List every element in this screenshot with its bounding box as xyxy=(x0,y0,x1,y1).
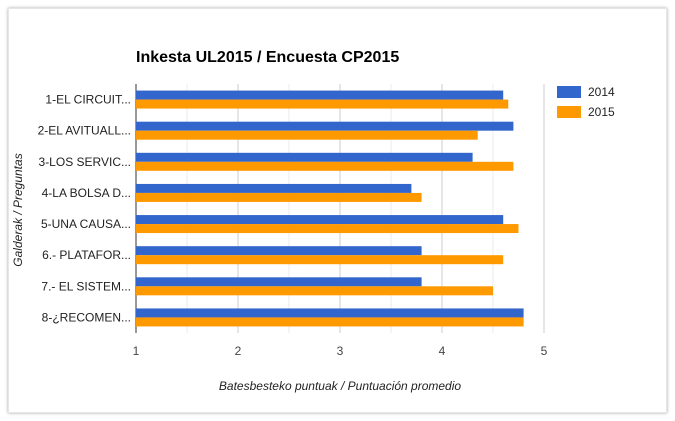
bar-2014-1 xyxy=(136,90,504,100)
bars xyxy=(136,90,524,327)
category-label: 4-LA BOLSA D... xyxy=(42,186,131,200)
bar-2015-8 xyxy=(136,317,524,327)
category-label: 7.- EL SISTEM... xyxy=(41,279,131,293)
x-tick-label: 1 xyxy=(133,344,140,358)
x-tick-label: 3 xyxy=(337,344,344,358)
y-axis-categories: 1-EL CIRCUIT... 2-EL AVITUALL... 3-LOS SER… xyxy=(38,93,131,325)
category-label: 1-EL CIRCUIT... xyxy=(45,93,131,107)
bar-2014-4 xyxy=(136,183,412,193)
bar-2015-3 xyxy=(136,161,514,171)
x-axis-ticks: 1 2 3 4 5 xyxy=(133,344,548,358)
bar-2014-6 xyxy=(136,246,422,256)
bar-2015-7 xyxy=(136,286,493,296)
x-tick-label: 4 xyxy=(439,344,446,358)
category-label: 8-¿RECOMEN... xyxy=(42,310,131,324)
category-label: 3-LOS SERVIC... xyxy=(39,155,131,169)
bar-2014-8 xyxy=(136,308,524,318)
legend-label-2014: 2014 xyxy=(588,85,615,99)
legend-swatch-2015 xyxy=(557,106,581,118)
legend-label-2015: 2015 xyxy=(588,105,615,119)
y-axis-label: Galderak / Preguntas xyxy=(11,153,25,266)
bar-2014-7 xyxy=(136,277,422,287)
bar-2015-1 xyxy=(136,99,509,109)
bar-2015-2 xyxy=(136,130,478,140)
bar-2014-3 xyxy=(136,152,473,162)
bar-2014-2 xyxy=(136,121,514,131)
category-label: 5-UNA CAUSA... xyxy=(41,217,131,231)
gridlines xyxy=(135,84,545,333)
bar-2014-5 xyxy=(136,215,504,225)
legend: 2014 2015 xyxy=(557,85,615,119)
chart-title: Inkesta UL2015 / Encuesta CP2015 xyxy=(136,49,399,66)
category-label: 6.- PLATAFOR... xyxy=(42,248,131,262)
x-axis-label: Batesbesteko puntuak / Puntuación promed… xyxy=(219,379,461,393)
bar-2015-6 xyxy=(136,255,504,265)
x-tick-label: 2 xyxy=(235,344,242,358)
bar-2015-5 xyxy=(136,224,519,234)
bar-2015-4 xyxy=(136,192,422,202)
chart-card xyxy=(8,8,667,413)
legend-swatch-2014 xyxy=(557,86,581,98)
x-tick-label: 5 xyxy=(541,344,548,358)
category-label: 2-EL AVITUALL... xyxy=(38,124,131,138)
